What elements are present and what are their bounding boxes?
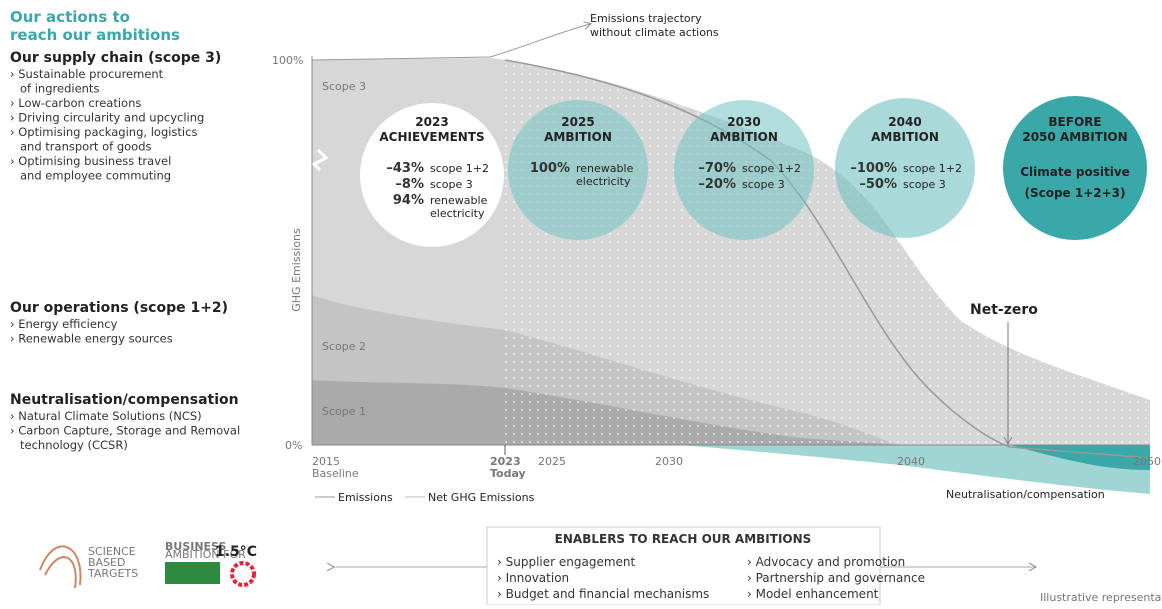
chart-shapes: [39, 24, 1151, 606]
label: –8%: [395, 177, 424, 192]
label: › Renewable energy sources: [10, 332, 173, 346]
label: Scope 1: [322, 405, 366, 418]
label: GHG Emissions: [290, 228, 303, 312]
label: › Optimising business travel: [10, 154, 171, 168]
label: ACHIEVEMENTS: [379, 130, 484, 144]
label: electricity: [576, 175, 631, 188]
label: Baseline: [312, 467, 359, 480]
label: reach our ambitions: [10, 26, 180, 44]
label: 0%: [285, 439, 302, 452]
label: 2030: [655, 455, 683, 468]
label: Our actions to: [10, 8, 130, 26]
label: Climate positive: [1020, 165, 1130, 179]
label: › Advocacy and promotion: [747, 555, 905, 569]
label: scope 1+2: [903, 162, 962, 175]
label: and transport of goods: [20, 140, 152, 154]
label: technology (CCSR): [20, 438, 128, 452]
label: Neutralisation/compensation: [10, 392, 239, 408]
label: scope 1+2: [742, 162, 801, 175]
label: 100%: [530, 161, 570, 176]
label: › Carbon Capture, Storage and Removal: [10, 424, 240, 438]
label: Scope 3: [322, 80, 366, 93]
label: BEFORE: [1048, 115, 1101, 129]
label: Neutralisation/compensation: [946, 488, 1105, 501]
label: AMBITION FOR: [165, 548, 246, 561]
label: › Natural Climate Solutions (NCS): [10, 409, 202, 423]
label: –100%: [850, 161, 897, 176]
label: renewable: [576, 162, 634, 175]
label: scope 3: [903, 178, 946, 191]
label: Emissions: [338, 491, 393, 504]
label: 2050: [1133, 455, 1161, 468]
label: SCIENCE: [88, 545, 136, 558]
label: › Innovation: [497, 571, 569, 585]
label: Net-zero: [970, 302, 1038, 318]
label: scope 3: [742, 178, 785, 191]
label: › Sustainable procurement: [10, 67, 164, 81]
label: Emissions trajectory: [590, 12, 702, 25]
label: –43%: [386, 161, 424, 176]
label: › Supplier engagement: [497, 555, 636, 569]
label: › Budget and financial mechanisms: [497, 587, 709, 601]
label: 2025: [561, 115, 594, 129]
label: 2023: [490, 455, 521, 468]
label: electricity: [430, 207, 485, 220]
label: –50%: [859, 177, 897, 192]
label: –70%: [698, 161, 736, 176]
label: scope 3: [430, 178, 473, 191]
label: Our operations (scope 1+2): [10, 300, 228, 316]
label: 2040: [888, 115, 921, 129]
label: Illustrative representation: [1040, 591, 1162, 604]
label: AMBITION: [544, 130, 612, 144]
label: of ingredients: [20, 82, 99, 96]
label: › Model enhancement: [747, 587, 879, 601]
label: › Optimising packaging, logistics: [10, 125, 197, 139]
label: (Scope 1+2+3): [1024, 186, 1125, 200]
label: Today: [490, 467, 526, 480]
label: ENABLERS TO REACH OUR AMBITIONS: [555, 532, 812, 546]
label: › Driving circularity and upcycling: [10, 111, 204, 125]
label: 2030: [727, 115, 760, 129]
label: TARGETS: [87, 567, 138, 580]
label: BASED: [88, 556, 125, 569]
label: › Low-carbon creations: [10, 96, 141, 110]
label: AMBITION: [710, 130, 778, 144]
label: 2015: [312, 455, 340, 468]
label: 2023: [415, 115, 448, 129]
label: › Energy efficiency: [10, 317, 118, 331]
label: 94%: [393, 193, 424, 208]
label: 2025: [538, 455, 566, 468]
label: AMBITION: [871, 130, 939, 144]
label: BUSINESS: [165, 540, 226, 553]
label: scope 1+2: [430, 162, 489, 175]
label: › Partnership and governance: [747, 571, 925, 585]
label: Net GHG Emissions: [428, 491, 535, 504]
label: 1.5°C: [215, 544, 257, 560]
label: Our supply chain (scope 3): [10, 50, 221, 66]
label: renewable: [430, 194, 488, 207]
label: Scope 2: [322, 340, 366, 353]
label: –20%: [698, 177, 736, 192]
label: 2040: [897, 455, 925, 468]
label: 2050 AMBITION: [1022, 130, 1127, 144]
label: 100%: [272, 54, 303, 67]
label: and employee commuting: [20, 169, 171, 183]
label: without climate actions: [590, 26, 719, 39]
